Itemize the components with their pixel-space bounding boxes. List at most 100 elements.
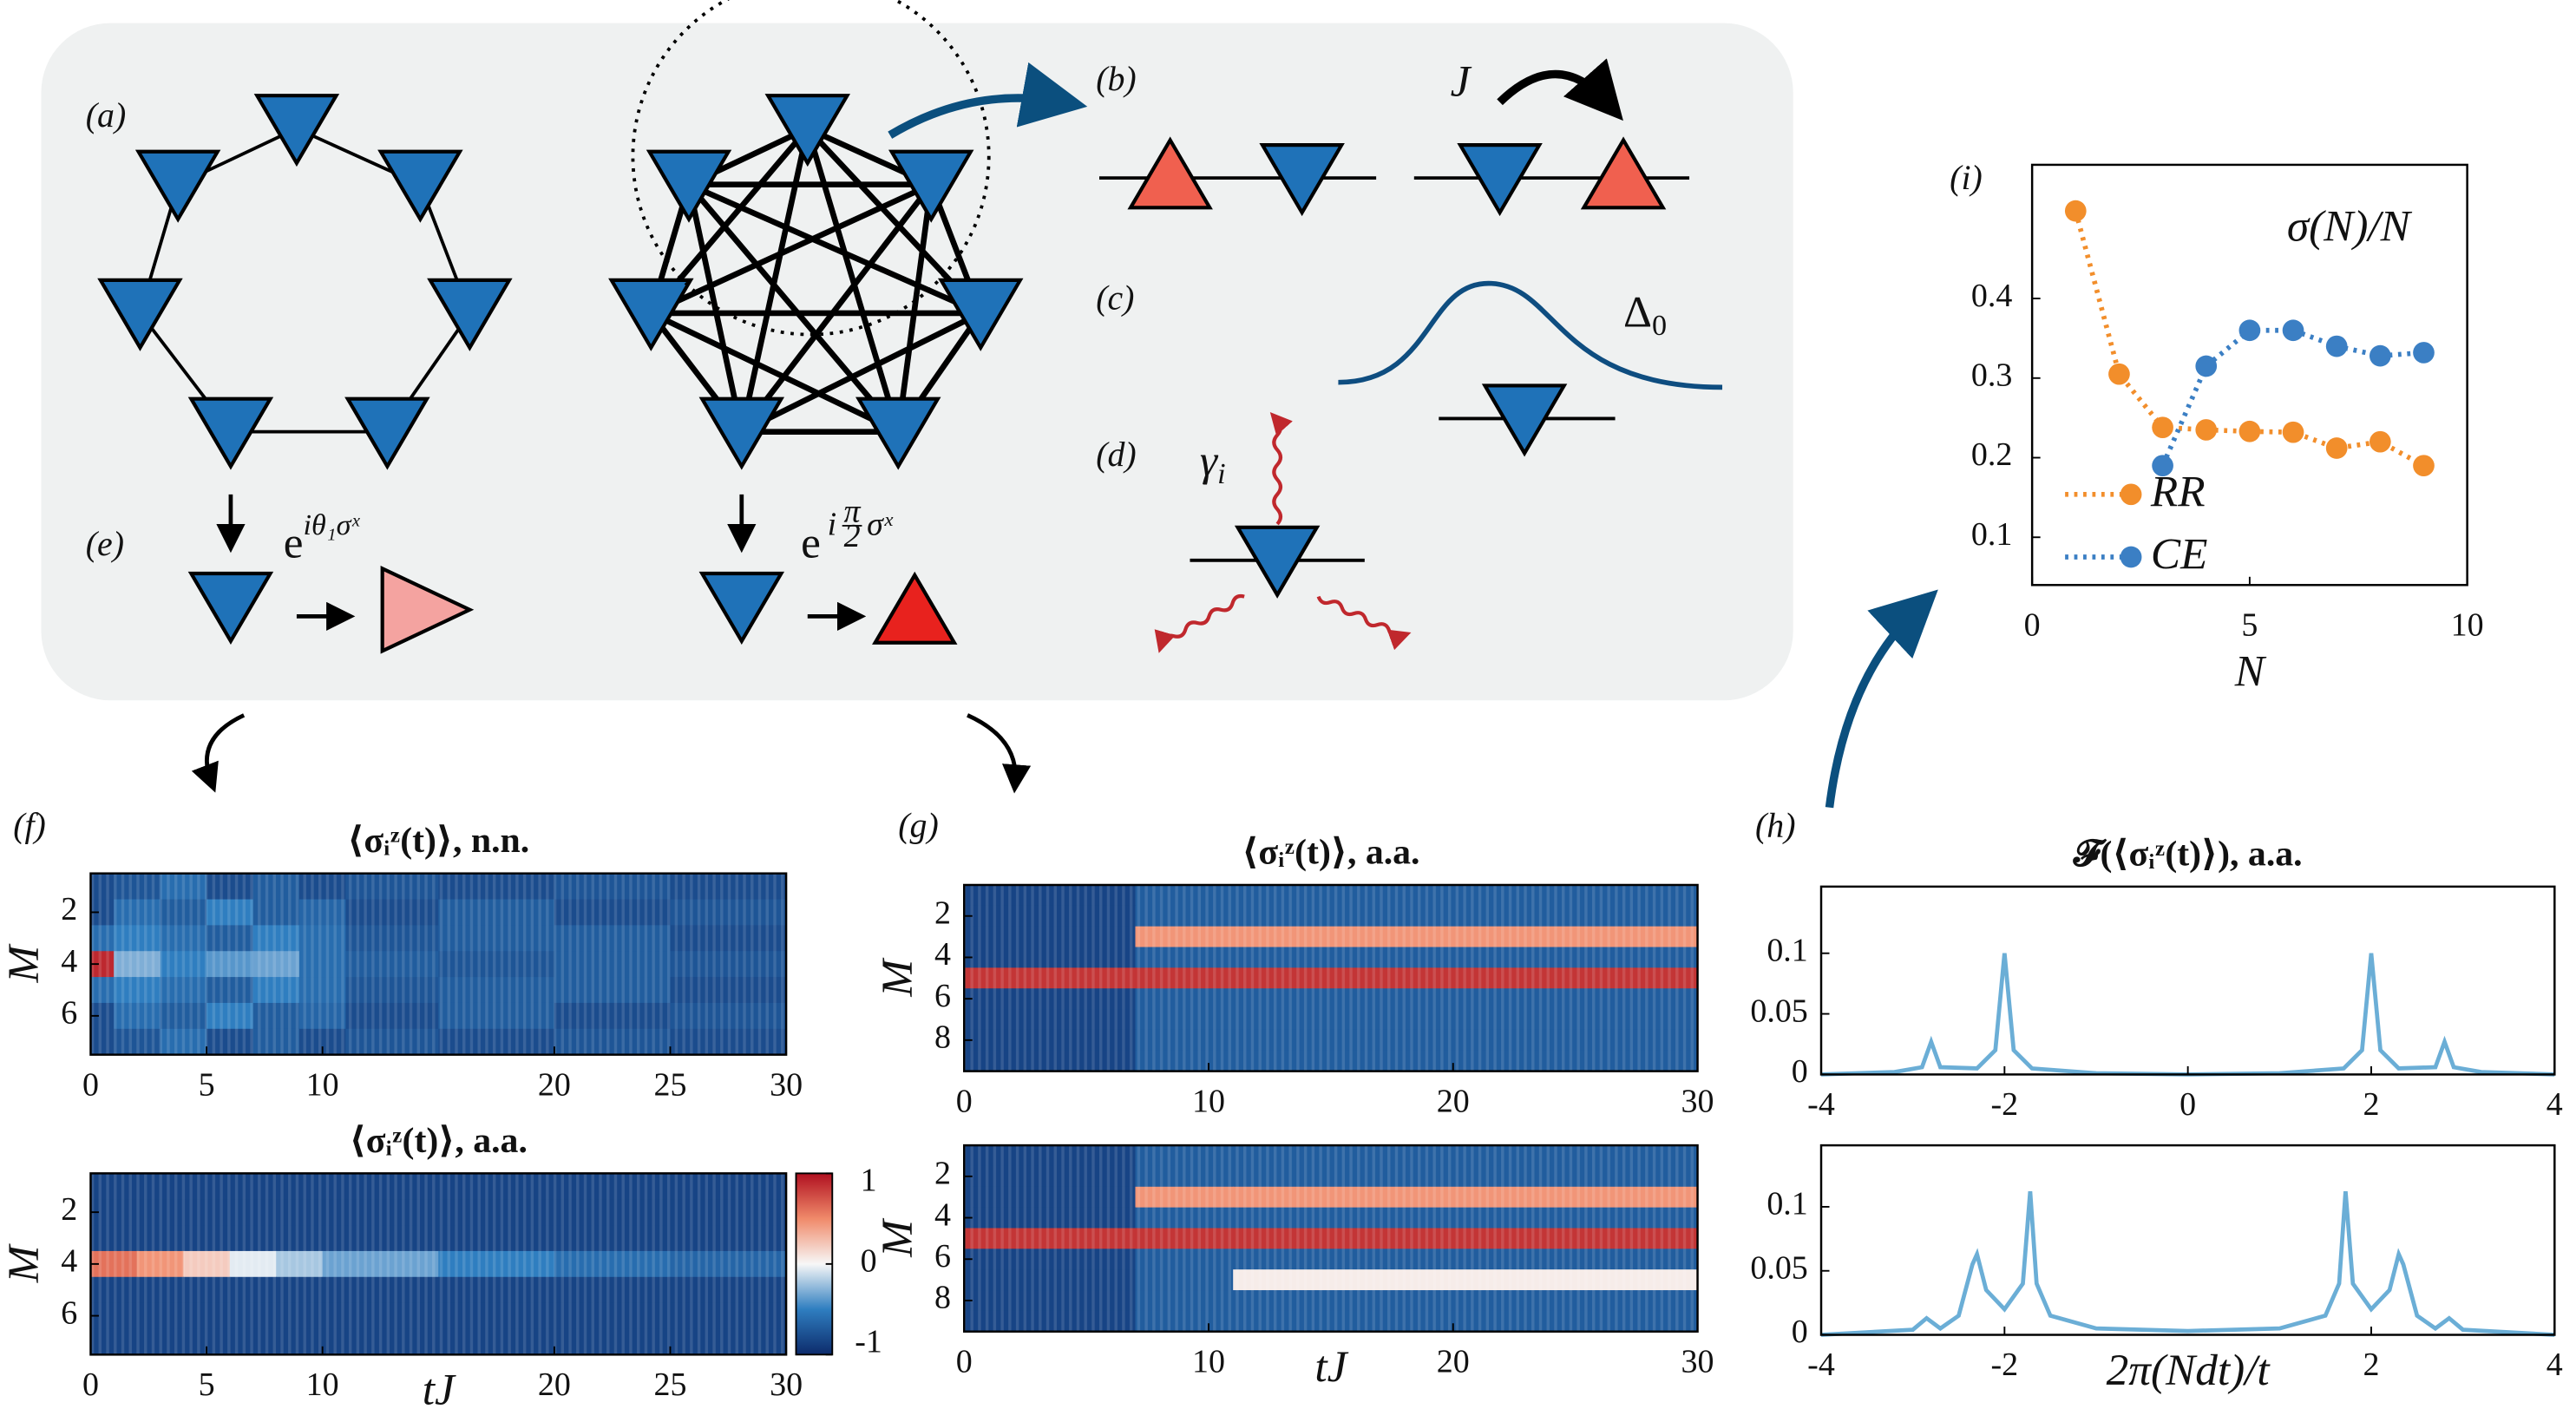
detuning-label: Δ0 (1623, 287, 1667, 341)
plot-frame (963, 1144, 1699, 1333)
x-tick-label: -4 (1807, 1086, 1835, 1123)
data-point (2282, 421, 2304, 443)
stripe-overlay (964, 1145, 1698, 1332)
y-tick-label: 8 (934, 1280, 951, 1316)
gate-label: e (801, 518, 821, 567)
x-tick-label: -4 (1807, 1347, 1835, 1383)
data-point (2369, 344, 2391, 367)
data-line (1820, 953, 2555, 1077)
x-tick-label: 10 (2451, 606, 2484, 643)
data-point (2238, 420, 2261, 442)
data-point (2413, 455, 2435, 477)
stripe-overlay (964, 884, 1698, 1071)
x-tick-label: 0 (956, 1343, 973, 1380)
x-axis-label: 2π(Ndt)/t (2107, 1346, 2271, 1395)
data-point (2152, 416, 2173, 439)
x-tick-label: 25 (653, 1066, 686, 1103)
colorbar-tick-label: 1 (861, 1162, 877, 1198)
x-tick-label: 20 (1437, 1083, 1470, 1119)
gate-label: i (828, 507, 837, 543)
x-tick-label: 30 (1681, 1083, 1714, 1119)
x-tick-label: 30 (1681, 1343, 1714, 1380)
data-line (2073, 210, 2425, 469)
x-axis-label: N (2234, 647, 2267, 697)
y-axis-label: M (0, 1242, 49, 1283)
gate-label: σˣ (867, 507, 894, 543)
arrow (888, 62, 1088, 139)
x-tick-label: 20 (538, 1066, 571, 1103)
spin-up (872, 571, 958, 645)
y-tick-label: 6 (61, 995, 77, 1032)
spin-down (187, 396, 274, 470)
y-tick-label: 0.4 (1971, 278, 2012, 314)
data-point (2413, 342, 2435, 364)
panel-background (41, 23, 1793, 701)
x-axis-label: tJ (423, 1366, 456, 1409)
panel-label: (i) (1950, 158, 1983, 197)
panel-label: (h) (1755, 806, 1796, 845)
gate-label: eiθ₁σˣ (284, 509, 361, 568)
edge (687, 181, 982, 316)
arrow (191, 713, 246, 793)
y-tick-label: 6 (934, 1238, 951, 1275)
decay-wave (1154, 593, 1245, 653)
x-tick-label: 10 (306, 1366, 339, 1403)
gate-label: π (844, 493, 862, 529)
spin-down (698, 571, 785, 646)
data-point (2369, 430, 2391, 453)
spin-down (764, 94, 851, 167)
edge (739, 182, 934, 434)
y-tick-label: 0 (1792, 1053, 1808, 1090)
spin-up (1580, 136, 1667, 210)
data-point (2064, 200, 2087, 222)
x-tick-label: 5 (2241, 606, 2258, 643)
chart-title: ⟨σᵢᶻ(t)⟩, a.a. (350, 1121, 528, 1161)
panel-label: (f) (13, 806, 46, 845)
highlight-circle (631, 0, 991, 337)
x-tick-label: 4 (2547, 1347, 2563, 1383)
x-tick-label: 5 (199, 1066, 215, 1103)
panel-label: (e) (86, 524, 124, 563)
x-tick-label: 0 (2179, 1086, 2196, 1123)
spin-down (698, 396, 785, 470)
x-tick-label: 25 (653, 1366, 686, 1403)
spin-down (646, 149, 732, 223)
spin-down (1234, 525, 1321, 599)
spin-down (937, 278, 1024, 351)
stripe-overlay (90, 873, 787, 1055)
data-line (1820, 1191, 2555, 1337)
arrow (967, 713, 1032, 794)
x-tick-label: 30 (770, 1366, 803, 1403)
y-tick-label: 0.3 (1971, 357, 2012, 394)
spin-down (377, 149, 463, 223)
x-tick-label: 2 (2363, 1086, 2379, 1123)
y-tick-label: 8 (934, 1019, 951, 1056)
y-tick-label: 0 (1792, 1314, 1808, 1350)
spin-down (888, 149, 974, 223)
y-tick-label: 0.1 (1766, 1186, 1807, 1222)
y-tick-label: 4 (934, 936, 951, 973)
edge (686, 182, 901, 434)
y-tick-label: 0.1 (1766, 932, 1807, 968)
spin-down (344, 396, 430, 470)
y-tick-label: 6 (61, 1294, 77, 1331)
edge (804, 128, 901, 433)
y-tick-label: 0.05 (1750, 1249, 1807, 1286)
y-tick-label: 2 (61, 1191, 77, 1228)
panel-label: (b) (1096, 59, 1137, 98)
decay-wave (1269, 411, 1293, 526)
legend-marker (2120, 483, 2142, 506)
spin-rotated (380, 566, 475, 654)
edge (685, 184, 745, 433)
annotation: σ(N)/N (2287, 202, 2413, 252)
edge (895, 184, 934, 433)
legend-label: CE (2151, 530, 2208, 580)
plot-frame (1819, 1144, 2556, 1336)
data-point (2108, 363, 2130, 385)
x-tick-label: 4 (2547, 1086, 2563, 1123)
legend-marker (2120, 546, 2142, 568)
panel-label: (c) (1096, 279, 1134, 318)
data-point (2152, 455, 2173, 477)
x-tick-label: 5 (199, 1366, 215, 1403)
